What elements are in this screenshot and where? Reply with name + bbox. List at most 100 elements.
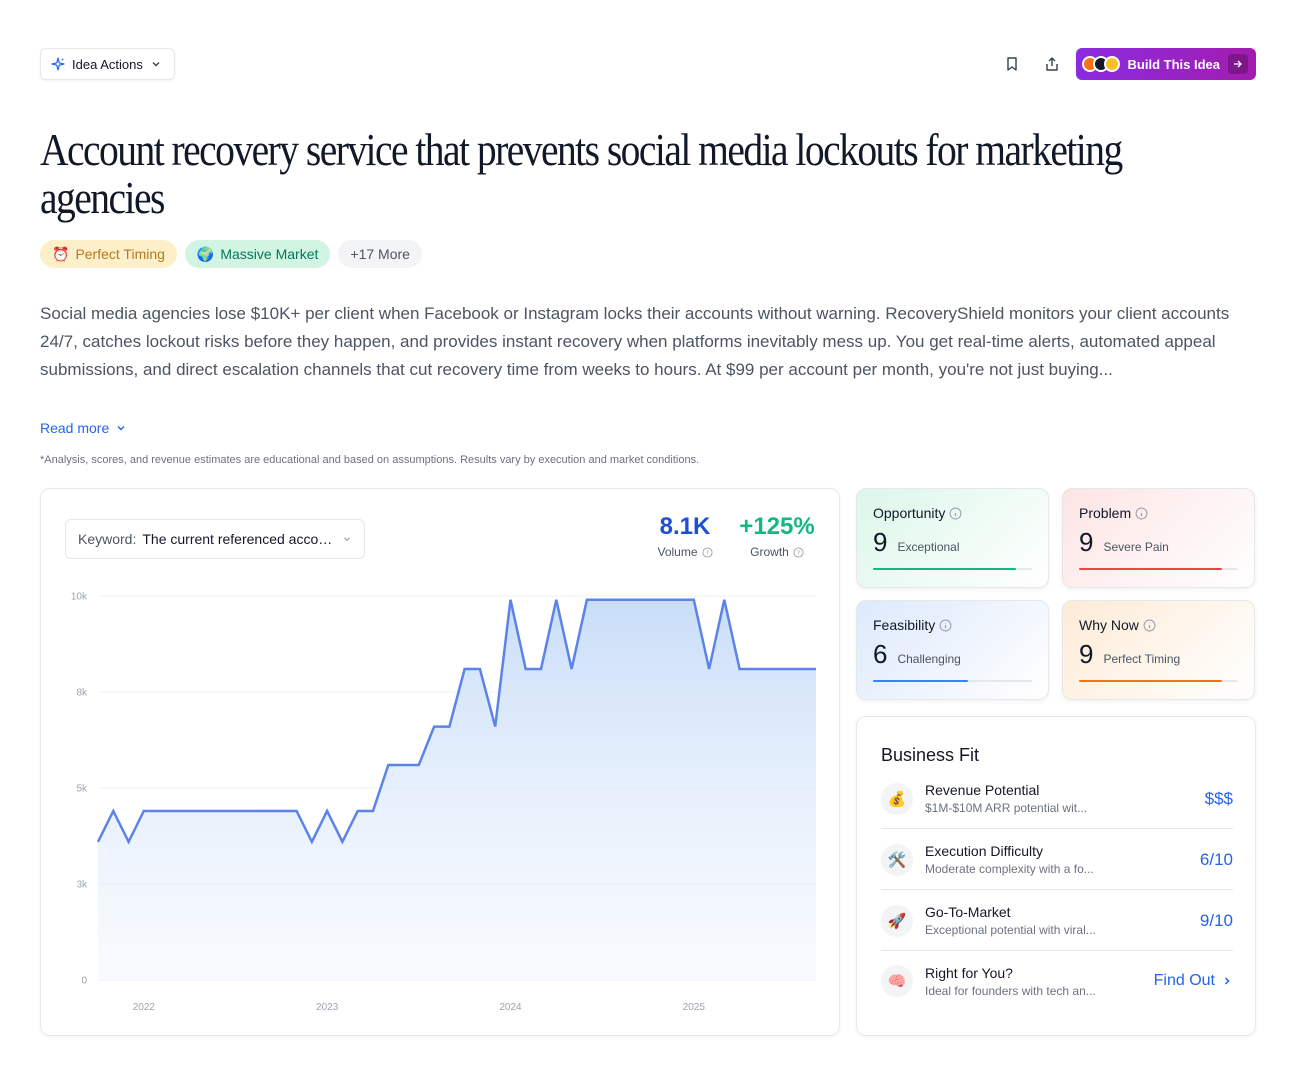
- tag-list: ⏰ Perfect Timing 🌍 Massive Market +17 Mo…: [40, 240, 422, 268]
- volume-label: Volume: [657, 545, 698, 559]
- score-fill: [873, 568, 1017, 570]
- bookmark-icon[interactable]: [996, 48, 1028, 80]
- x-tick-label: 2025: [683, 1002, 706, 1013]
- build-label: Build This Idea: [1127, 56, 1220, 72]
- score-card-feasibility[interactable]: Feasibility 6 Challenging: [856, 600, 1049, 700]
- find-out-button[interactable]: Find Out: [1154, 972, 1233, 990]
- read-more-label: Read more: [40, 420, 110, 436]
- sparkle-icon: [51, 57, 65, 71]
- row-value: 6/10: [1199, 849, 1233, 869]
- chevron-down-icon: [150, 58, 162, 70]
- growth-value: +125%: [739, 513, 815, 540]
- svg-text:?: ?: [797, 548, 800, 556]
- volume-value: 8.1K: [659, 513, 711, 540]
- money-bag-icon: 💰: [881, 782, 913, 815]
- score-fill: [1079, 568, 1223, 570]
- score-value: 9: [1079, 639, 1094, 669]
- business-fit-row-execution[interactable]: 🛠️ Execution Difficulty Moderate complexi…: [881, 830, 1233, 890]
- score-fill: [873, 680, 969, 682]
- x-tick-label: 2023: [316, 1002, 339, 1013]
- disclaimer: *Analysis, scores, and revenue estimates…: [40, 454, 700, 466]
- score-value: 9: [873, 527, 888, 557]
- x-tick-label: 2022: [133, 1002, 156, 1013]
- tag-perfect-timing[interactable]: ⏰ Perfect Timing: [40, 240, 177, 268]
- row-label: Right for You?: [925, 964, 1013, 981]
- info-icon[interactable]: [949, 507, 962, 520]
- help-icon[interactable]: ?: [701, 546, 713, 558]
- row-sub: Ideal for founders with tech an...: [925, 983, 1096, 998]
- info-icon[interactable]: [1135, 507, 1148, 520]
- score-desc: Severe Pain: [1103, 540, 1169, 554]
- business-fit-row-right-for-you: 🧠 Right for You? Ideal for founders with …: [881, 951, 1233, 1011]
- score-card-why-now[interactable]: Why Now 9 Perfect Timing: [1062, 600, 1255, 700]
- row-sub: Moderate complexity with a fo...: [925, 862, 1094, 876]
- tag-label: Massive Market: [220, 246, 319, 262]
- tag-label: Perfect Timing: [75, 246, 165, 262]
- info-icon[interactable]: [1143, 619, 1156, 632]
- trend-line: [96, 598, 816, 845]
- score-track: [873, 680, 1032, 682]
- score-track: [873, 568, 1032, 570]
- business-fit-row-revenue[interactable]: 💰 Revenue Potential $1M-$10M ARR potentia…: [881, 769, 1233, 829]
- growth-label: Growth: [750, 545, 789, 559]
- trend-chart: 0 3k 5k 8k 10k 2022 2023 2024 2025: [71, 592, 816, 1013]
- idea-description: Social media agencies lose $10K+ per cli…: [40, 304, 1230, 379]
- tag-label: +17 More: [350, 246, 410, 262]
- row-sub: Exceptional potential with viral...: [925, 923, 1096, 937]
- y-tick-label: 8k: [76, 688, 88, 699]
- score-track: [1079, 680, 1238, 682]
- chevron-down-icon: [342, 531, 352, 547]
- score-value: 6: [873, 639, 888, 669]
- growth-label-row: Growth ?: [737, 545, 817, 559]
- row-value: 9/10: [1199, 910, 1233, 930]
- y-tick-label: 0: [81, 976, 87, 987]
- row-label: Revenue Potential: [925, 782, 1040, 798]
- row-sub: $1M-$10M ARR potential wit...: [925, 801, 1088, 815]
- find-out-label: Find Out: [1153, 972, 1215, 989]
- logo-icon: [1103, 56, 1120, 72]
- chevron-right-icon: [1224, 977, 1230, 985]
- volume-label-row: Volume ?: [655, 545, 715, 559]
- tool-logos: [1081, 56, 1120, 72]
- score-fill: [1079, 680, 1223, 682]
- read-more-link[interactable]: Read more: [40, 420, 127, 436]
- idea-actions-dropdown[interactable]: Idea Actions: [40, 48, 175, 80]
- score-name: Problem: [1079, 505, 1132, 521]
- keyword-label: Keyword:: [78, 531, 137, 547]
- row-value: $$$: [1204, 788, 1233, 808]
- info-icon[interactable]: [939, 619, 952, 632]
- row-label: Execution Difficulty: [925, 843, 1044, 859]
- score-card-problem[interactable]: Problem 9 Severe Pain: [1062, 488, 1255, 588]
- business-fit-row-gtm[interactable]: 🚀 Go-To-Market Exceptional potential with…: [881, 891, 1233, 951]
- score-card-opportunity[interactable]: Opportunity 9 Exceptional: [856, 488, 1049, 588]
- keyword-value: The current referenced account recovery: [142, 531, 336, 547]
- rocket-icon: 🚀: [881, 904, 913, 937]
- growth-metric: +125% Growth ?: [737, 513, 817, 559]
- keyword-trend-card: Keyword: The current referenced account …: [40, 488, 840, 1036]
- arrow-right-icon: [1228, 54, 1248, 74]
- tag-massive-market[interactable]: 🌍 Massive Market: [184, 240, 331, 268]
- score-desc: Exceptional: [897, 540, 960, 554]
- top-bar: Idea Actions Build This Idea: [40, 48, 1256, 80]
- row-label: Go-To-Market: [925, 904, 1011, 920]
- keyword-select[interactable]: Keyword: The current referenced account …: [65, 519, 365, 559]
- business-fit-card: Business Fit 💰 Revenue Potential $1M-$10M…: [856, 716, 1256, 1036]
- trend-area: [98, 599, 816, 980]
- y-tick-label: 3k: [76, 880, 88, 891]
- alarm-clock-icon: ⏰: [52, 245, 70, 262]
- svg-text:?: ?: [705, 548, 708, 556]
- volume-metric: 8.1K Volume ?: [655, 513, 715, 559]
- business-fit-title: Business Fit: [881, 745, 980, 765]
- build-this-idea-button[interactable]: Build This Idea: [1075, 48, 1256, 80]
- score-name: Opportunity: [873, 505, 946, 521]
- chevron-down-icon: [117, 426, 125, 431]
- score-name: Feasibility: [873, 617, 936, 633]
- tag-more[interactable]: +17 More: [338, 240, 422, 268]
- help-icon[interactable]: ?: [793, 546, 804, 558]
- idea-actions-label: Idea Actions: [72, 56, 143, 72]
- x-tick-label: 2024: [499, 1002, 522, 1013]
- page-title: Account recovery service that prevents s…: [40, 124, 1123, 223]
- score-desc: Perfect Timing: [1103, 652, 1181, 666]
- share-icon[interactable]: [1036, 48, 1068, 80]
- score-desc: Challenging: [897, 652, 961, 666]
